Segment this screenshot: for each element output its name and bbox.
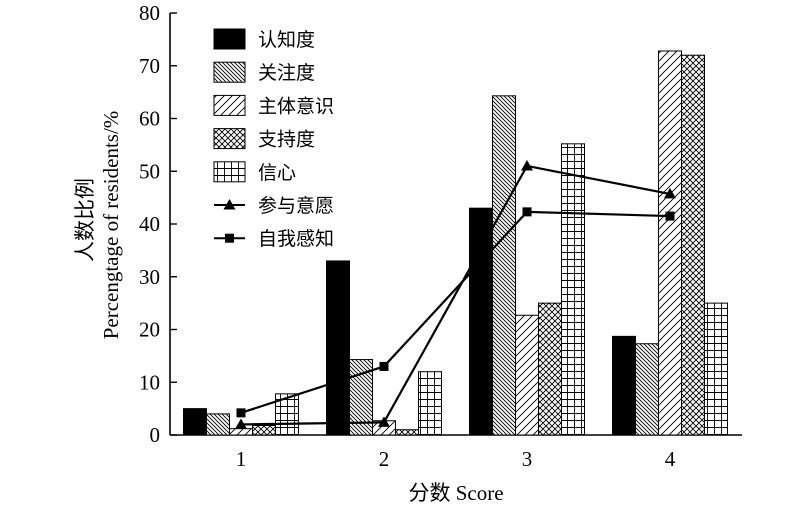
bar [252, 425, 276, 436]
point-marker [664, 187, 676, 199]
legend-swatch [213, 28, 246, 50]
legend-swatch [213, 61, 246, 83]
legend-label: 自我感知 [258, 228, 334, 250]
x-axis-title: 分数 Score [408, 481, 503, 505]
bar [561, 143, 585, 436]
y-tick-label: 80 [139, 1, 160, 25]
x-tick-label: 3 [522, 447, 533, 471]
point-marker [235, 418, 247, 429]
point-marker [521, 159, 533, 171]
y-tick-label: 50 [139, 159, 160, 183]
bar [229, 428, 253, 436]
legend-label: 认知度 [258, 29, 315, 51]
point-marker [522, 207, 532, 217]
bar [206, 413, 230, 436]
point-marker [665, 211, 675, 221]
y-tick-label: 10 [139, 370, 160, 394]
legend-marker [223, 199, 236, 210]
y-tick-label: 60 [139, 107, 160, 131]
legend-label: 主体意识 [258, 95, 334, 117]
tick-labels: 0 10 20 30 40 50 60 70 80 1 2 3 4 [139, 1, 676, 471]
legend-label: 支持度 [258, 129, 315, 151]
y-tick-label: 40 [139, 212, 160, 236]
point-marker [379, 361, 389, 371]
bar [349, 359, 373, 436]
y-axis-title-en: Percengtage of residents/% [99, 111, 123, 340]
y-tick-label: 30 [139, 265, 160, 289]
bar [658, 50, 682, 436]
legend-swatch [213, 128, 246, 150]
bar [469, 207, 493, 436]
legend-label: 信心 [258, 162, 296, 184]
legend-swatch [213, 94, 246, 116]
y-axis-title-cn: 人数比例 [73, 178, 97, 262]
bar [538, 302, 562, 436]
legend-label: 参与意愿 [258, 195, 334, 217]
point-marker [236, 408, 246, 418]
x-tick-label: 4 [665, 447, 676, 471]
x-tick-label: 2 [379, 447, 390, 471]
y-tick-label: 70 [139, 54, 160, 78]
y-tick-label: 20 [139, 318, 160, 342]
bar [635, 343, 659, 436]
bar [492, 95, 516, 436]
bar [183, 408, 207, 436]
bar [612, 335, 636, 436]
bar [326, 260, 350, 436]
bar [395, 429, 419, 436]
point-marker [378, 416, 390, 427]
x-tick-label: 1 [236, 447, 247, 471]
series-line [240, 164, 671, 426]
legend-label: 关注度 [258, 62, 315, 84]
y-tick-label: 0 [150, 423, 161, 447]
bar [515, 314, 539, 436]
bar [704, 302, 728, 436]
bar [681, 54, 705, 436]
lines [235, 159, 676, 429]
bar [418, 371, 442, 436]
legend-marker [225, 233, 234, 243]
legend-swatch [213, 161, 246, 183]
series-line [240, 210, 671, 414]
